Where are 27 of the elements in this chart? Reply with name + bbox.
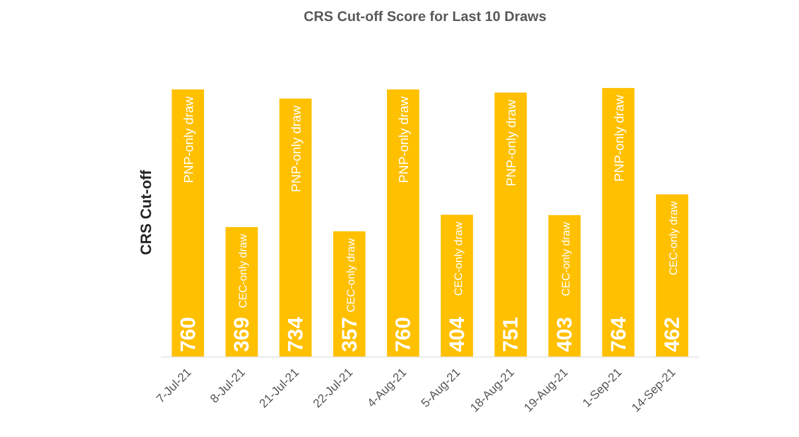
data-label: 764 xyxy=(607,316,630,352)
data-label: 760 xyxy=(392,316,416,352)
data-label: 357 xyxy=(338,316,362,352)
annotation: PNP-only draw xyxy=(611,94,626,182)
annotation: CEC-only draw xyxy=(345,238,358,312)
bar xyxy=(279,98,312,357)
data-label: 462 xyxy=(661,316,684,352)
bar xyxy=(172,89,204,357)
bar xyxy=(494,92,527,357)
annotation: CEC-only draw xyxy=(452,222,465,296)
bar xyxy=(602,88,634,357)
annotation: CEC-only draw xyxy=(560,222,572,296)
data-label: 760 xyxy=(176,316,200,352)
annotation: PNP-only draw xyxy=(180,96,196,184)
data-label: 404 xyxy=(446,316,469,352)
bar xyxy=(386,89,420,357)
annotation: PNP-only draw xyxy=(504,98,519,186)
data-label: 403 xyxy=(554,316,576,352)
y-axis-title: CRS Cut-off xyxy=(138,169,155,255)
data-label: 369 xyxy=(230,316,254,352)
annotation: CEC-only draw xyxy=(668,201,680,276)
data-label: 751 xyxy=(500,316,523,352)
annotation: CEC-only draw xyxy=(238,234,250,308)
chart-title: CRS Cut-off Score for Last 10 Draws xyxy=(304,8,547,24)
data-label: 734 xyxy=(284,316,308,352)
annotation: PNP-only draw xyxy=(288,104,304,192)
annotation: PNP-only draw xyxy=(396,96,412,184)
